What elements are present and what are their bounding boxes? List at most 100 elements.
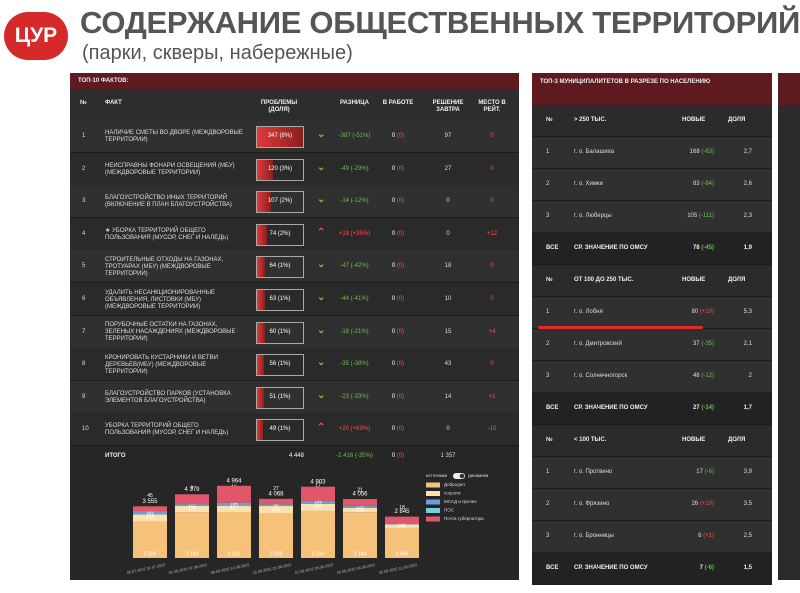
- logo-badge: [4, 12, 68, 60]
- problem-label: 60 (1%): [269, 328, 291, 335]
- x-tick-label: 22.08.2022-28.08.2022: [294, 563, 333, 575]
- diff: -49 (-29%): [340, 165, 369, 172]
- fact: КРОНИРОВАТЬ КУСТАРНИКИ И ВЕТВИ ДЕРЕВЬЕВ(…: [105, 354, 218, 375]
- new: 6 (+1): [652, 533, 714, 540]
- total-in-work: 0 (0): [382, 453, 414, 460]
- bar-segment: [133, 511, 167, 512]
- column-header: РАЗНИЦА: [340, 100, 369, 106]
- in-work-delta: (0): [396, 263, 405, 270]
- problem-bar: [257, 127, 303, 147]
- new-value: 83: [692, 181, 700, 187]
- in-work-value: 0: [391, 426, 396, 433]
- trend-arrow: ⌄: [317, 161, 326, 173]
- fact: СТРОИТЕЛЬНЫЕ ОТХОДЫ НА ГАЗОНАХ, ТРОТУАРА…: [105, 256, 224, 277]
- new-delta: (+10): [699, 309, 714, 315]
- in-work-value: 0: [391, 328, 396, 335]
- in-work-value: 0: [391, 263, 396, 270]
- new-value: 7: [699, 565, 703, 571]
- new: 7 (-6): [652, 565, 714, 572]
- problem-box: [256, 354, 304, 377]
- segment-label: 437: [188, 506, 197, 512]
- segment-label: 121: [188, 502, 197, 508]
- place: +12: [486, 230, 498, 237]
- problem-box: [256, 321, 304, 344]
- bar-segment: [259, 504, 293, 507]
- group-name: < 100 ТЫС.: [574, 437, 607, 443]
- bar-segment: [301, 503, 335, 511]
- trend-arrow: ⌄: [317, 389, 326, 401]
- problem-box: [256, 256, 304, 279]
- problem-label: 51 (1%): [269, 393, 291, 400]
- segment-label: 17: [315, 482, 321, 488]
- row-number: 7: [82, 328, 86, 335]
- bar-segment: [343, 506, 377, 508]
- share: 2,5: [743, 533, 752, 539]
- bar-segment: [175, 494, 209, 505]
- place: 0: [490, 133, 494, 139]
- group-name: > 250 ТЫС.: [574, 117, 607, 123]
- in-work-delta: (0): [396, 328, 405, 335]
- municipality: СР. ЗНАЧЕНИЕ ПО ОМСУ: [574, 245, 648, 251]
- segment-label: 3 144: [354, 551, 367, 557]
- diff: -387 (-51%): [338, 133, 371, 139]
- row-number: 8: [82, 361, 86, 368]
- row-number: 3: [82, 198, 86, 205]
- in-work-value: 0: [391, 133, 396, 139]
- col-share: ДОЛЯ: [728, 437, 746, 443]
- segment-label: 2 506: [144, 551, 157, 557]
- diff: -23 (-33%): [340, 393, 369, 400]
- new-delta: (-6): [704, 469, 714, 475]
- municipalities-panel: ТОП-3 МУНИЦИПАЛИТЕТОВ В РАЗРЕЗЕ ПО НАСЕЛ…: [532, 73, 772, 585]
- bar-segment: [385, 524, 419, 528]
- place: 0: [490, 198, 494, 205]
- problem-bar: [257, 387, 264, 408]
- total-label: ИТОГО: [105, 453, 126, 459]
- group-header-bg: [532, 105, 772, 137]
- total-label: 4 056: [352, 492, 368, 498]
- column-header: ПРОБЛЕМЫ (ДОЛЯ): [260, 100, 298, 113]
- x-tick-label: 15.08.2022-21.08.2022: [252, 563, 291, 575]
- share: 2,3: [743, 213, 752, 219]
- problem-box: [256, 158, 304, 181]
- municipality: г. о. Люберцы: [574, 213, 612, 219]
- bar-segment: [175, 504, 209, 506]
- row-number: ВСЕ: [546, 405, 559, 411]
- segment-label: 18: [399, 505, 405, 511]
- bar-segment: [301, 486, 335, 501]
- bar-segment: [385, 527, 419, 558]
- row-number: 2: [82, 165, 86, 172]
- place: -10: [487, 426, 497, 433]
- new-value: 105: [687, 213, 698, 219]
- new: 26 (+10): [652, 501, 714, 508]
- segment-label: 490: [146, 515, 155, 521]
- share: 1,7: [743, 405, 752, 411]
- problem-label: 64 (1%): [269, 263, 291, 270]
- trend-arrow: ⌃: [317, 422, 326, 434]
- share: 2,7: [743, 149, 752, 155]
- segment-label: 37: [399, 521, 405, 527]
- in-work-delta: (0): [396, 361, 405, 368]
- in-work: 0 (0): [382, 329, 414, 336]
- municipality: г. о. Бронницы: [574, 533, 614, 539]
- share: 1,9: [743, 245, 752, 251]
- total-in-work-delta: (0): [396, 453, 405, 459]
- group-header-bg: [532, 425, 772, 457]
- segment-label: 246: [398, 523, 407, 529]
- avg-bg: [532, 553, 772, 585]
- in-work-value: 0: [391, 393, 396, 400]
- tomorrow: 27: [444, 165, 452, 172]
- in-work-delta: (0): [396, 230, 405, 237]
- problem-bar: [257, 322, 265, 343]
- segment-label: 27: [273, 486, 279, 492]
- in-work-delta: (0): [396, 198, 405, 205]
- bar-segment: [385, 523, 419, 525]
- row-bg: [532, 169, 772, 201]
- new-delta: (-45): [701, 245, 714, 251]
- new: 37 (-35): [652, 341, 714, 348]
- bar-segment: [175, 505, 209, 513]
- problem-bar: [257, 224, 267, 245]
- problem-bar: [257, 420, 264, 441]
- segment-label: 496: [314, 505, 323, 511]
- x-tick-label: 05.09.2022-11.09.2022: [379, 563, 418, 575]
- new-delta: (-84): [701, 181, 714, 187]
